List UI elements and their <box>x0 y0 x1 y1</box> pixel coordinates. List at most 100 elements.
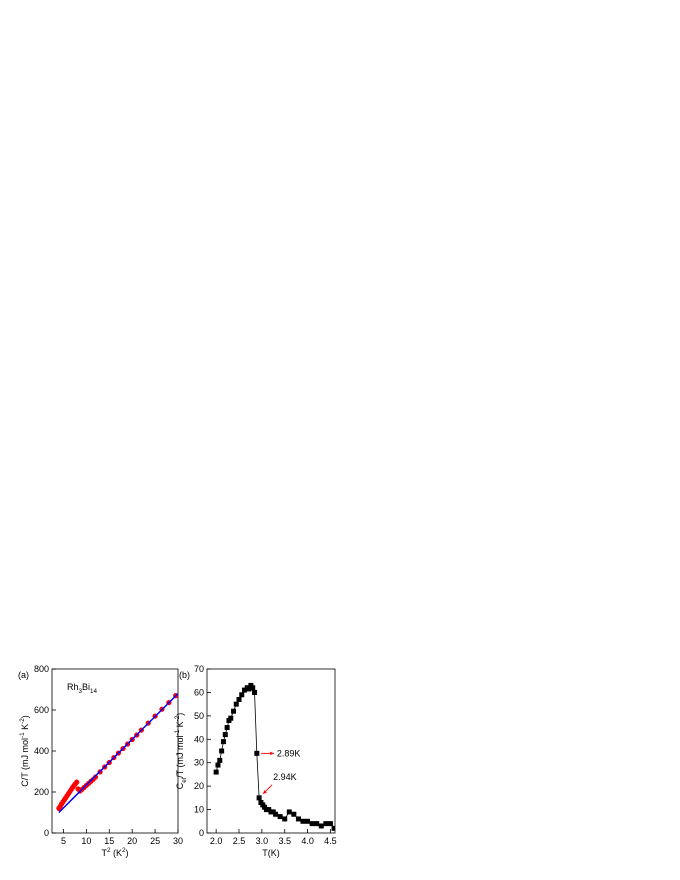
x-axis-label-part: 2 <box>107 847 111 854</box>
marker <box>286 809 292 815</box>
annotation-part: 14 <box>90 688 98 695</box>
y-tick-label: 10 <box>194 805 204 815</box>
x-tick-label: 25 <box>150 836 160 846</box>
x-axis-label: T2 (K2) <box>101 847 128 858</box>
annotation-label: 2.94K <box>273 772 297 782</box>
arrow-head <box>263 790 267 794</box>
y-axis-label: C/T (mJ mol-1 K-2) <box>19 715 30 787</box>
marker <box>241 687 247 693</box>
y-tick-label: 40 <box>194 734 204 744</box>
marker <box>250 685 256 691</box>
x-tick-label: 2.5 <box>233 836 246 846</box>
x-axis-label-part: ) <box>126 848 129 858</box>
x-axis-label: T(K) <box>262 848 280 858</box>
plot-frame <box>206 668 336 834</box>
x-axis-label-part: T(K) <box>262 848 280 858</box>
y-tick-label: 0 <box>199 828 204 838</box>
arrow-head <box>270 751 274 756</box>
y-axis-label-part: K <box>175 721 185 730</box>
x-tick-label: 4.0 <box>301 836 314 846</box>
marker <box>233 701 239 707</box>
y-tick-label: 800 <box>34 664 49 674</box>
annotation-label: 2.89K <box>277 748 301 758</box>
marker <box>231 708 237 714</box>
y-tick-label: 50 <box>194 711 204 721</box>
marker <box>300 818 306 824</box>
y-axis-label: Cel/T (mJ mol-1 K-2) <box>174 713 188 789</box>
y-tick-label: 70 <box>194 664 204 674</box>
x-tick-label: 15 <box>104 836 114 846</box>
marker <box>222 732 228 738</box>
y-axis-label-part: el <box>181 778 188 783</box>
series-line <box>215 684 335 829</box>
y-tick-label: 0 <box>44 828 49 838</box>
marker <box>331 825 335 831</box>
plot-frame <box>51 668 179 834</box>
marker <box>74 779 80 785</box>
marker <box>277 814 283 820</box>
annotation-part: 3 <box>79 688 83 695</box>
marker <box>273 811 279 817</box>
x-tick-label: 3.5 <box>278 836 291 846</box>
annotation: Rh3Bi14 <box>67 682 98 695</box>
marker <box>309 821 315 827</box>
y-axis-label-part: ) <box>175 713 185 716</box>
marker <box>318 823 324 829</box>
y-tick-label: 20 <box>194 781 204 791</box>
marker <box>282 816 288 822</box>
marker <box>256 795 262 801</box>
y-axis-label-part: C <box>175 782 185 789</box>
x-tick-label: 4.5 <box>324 836 337 846</box>
marker <box>291 811 297 817</box>
y-axis-label-part: C/T (mJ mol <box>20 738 30 787</box>
series-line <box>58 693 178 814</box>
x-tick-label: 20 <box>127 836 137 846</box>
marker <box>323 821 329 827</box>
x-tick-label: 5 <box>61 836 66 846</box>
plot-area <box>213 682 335 831</box>
y-axis-label-part: /T (mJ mol <box>175 735 185 777</box>
y-axis-label-part: ) <box>20 715 30 718</box>
marker <box>236 696 242 702</box>
plot-area <box>56 693 178 814</box>
y-axis-label-part: K <box>20 724 30 733</box>
marker <box>327 821 333 827</box>
marker <box>252 689 258 695</box>
y-tick-label: 400 <box>34 746 49 756</box>
marker <box>246 686 252 692</box>
y-tick-label: 30 <box>194 758 204 768</box>
x-tick-label: 2.0 <box>210 836 223 846</box>
y-tick-label: 200 <box>34 787 49 797</box>
x-axis-label-part: (K <box>110 848 122 858</box>
x-tick-label: 10 <box>81 836 91 846</box>
panel-label: (b) <box>179 670 190 680</box>
marker <box>314 821 320 827</box>
y-tick-label: 60 <box>194 687 204 697</box>
y-axis-label-part: -1 <box>19 732 26 738</box>
annotation-part: Rh <box>67 682 79 692</box>
marker <box>224 725 230 731</box>
annotation-part: Bi <box>82 682 90 692</box>
x-axis-label-part: T <box>101 848 107 858</box>
x-tick-label: 30 <box>173 836 183 846</box>
marker <box>215 762 221 768</box>
y-axis-label-part: -1 <box>174 729 181 735</box>
x-axis-label-part: 2 <box>122 847 126 854</box>
marker <box>213 769 219 775</box>
marker <box>220 739 226 745</box>
marker <box>228 715 234 721</box>
y-axis-label-part: -2 <box>174 715 181 721</box>
y-axis-label-part: -2 <box>19 718 26 724</box>
y-tick-label: 600 <box>34 705 49 715</box>
panel-label: (a) <box>18 670 29 680</box>
x-tick-label: 3.0 <box>256 836 269 846</box>
marker <box>219 748 225 754</box>
marker <box>295 816 301 822</box>
marker <box>217 757 223 763</box>
marker <box>239 692 245 698</box>
marker <box>254 750 260 756</box>
marker <box>305 818 311 824</box>
marker <box>92 774 99 780</box>
